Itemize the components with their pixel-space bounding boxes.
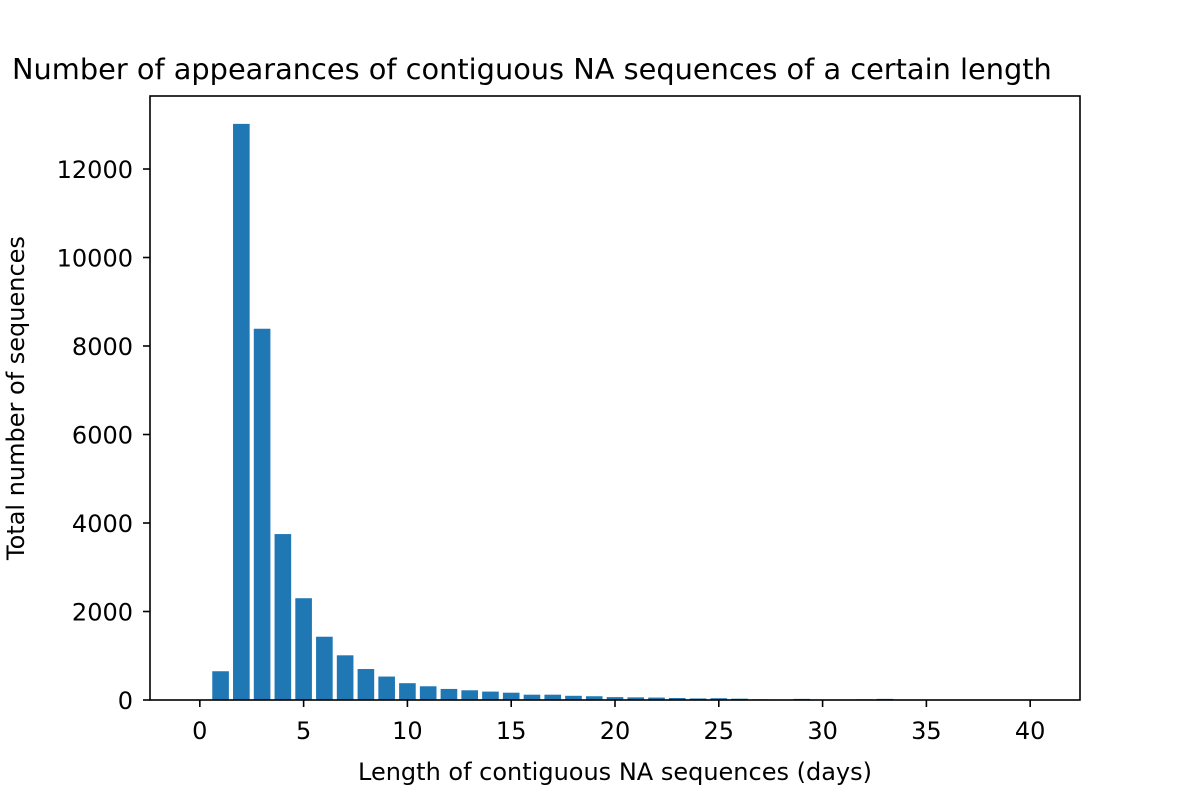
x-tick-label: 10 xyxy=(392,717,423,745)
x-tick-label: 30 xyxy=(807,717,838,745)
bar-length-13 xyxy=(461,690,478,700)
x-tick-label: 35 xyxy=(911,717,942,745)
y-tick-label: 0 xyxy=(118,687,133,715)
chart-title: Number of appearances of contiguous NA s… xyxy=(12,52,1052,86)
bar-length-15 xyxy=(503,693,520,700)
x-tick-label: 40 xyxy=(1015,717,1046,745)
bar-length-3 xyxy=(254,329,271,700)
y-tick-label: 6000 xyxy=(72,422,133,450)
y-tick-label: 12000 xyxy=(57,156,133,184)
x-tick-label: 25 xyxy=(704,717,735,745)
bar-length-1 xyxy=(212,671,229,700)
bar-length-2 xyxy=(233,124,250,700)
x-axis-label: Length of contiguous NA sequences (days) xyxy=(358,758,872,786)
y-tick-label: 2000 xyxy=(72,599,133,627)
bar-length-11 xyxy=(420,686,437,700)
bar-length-8 xyxy=(358,669,375,700)
x-tick-label: 15 xyxy=(496,717,527,745)
bar-length-10 xyxy=(399,683,416,700)
bar-length-14 xyxy=(482,692,499,700)
x-tick-label: 20 xyxy=(600,717,631,745)
y-tick-label: 10000 xyxy=(57,245,133,273)
y-tick-label: 4000 xyxy=(72,510,133,538)
x-tick-label: 5 xyxy=(296,717,311,745)
bar-length-7 xyxy=(337,655,354,700)
bar-length-5 xyxy=(295,598,312,700)
bar-length-9 xyxy=(378,677,395,700)
y-axis-label: Total number of sequences xyxy=(2,236,30,561)
x-tick-label: 0 xyxy=(192,717,207,745)
bar-length-4 xyxy=(275,534,292,700)
bar-length-12 xyxy=(441,689,458,700)
bar-length-6 xyxy=(316,637,333,700)
y-tick-label: 8000 xyxy=(72,333,133,361)
